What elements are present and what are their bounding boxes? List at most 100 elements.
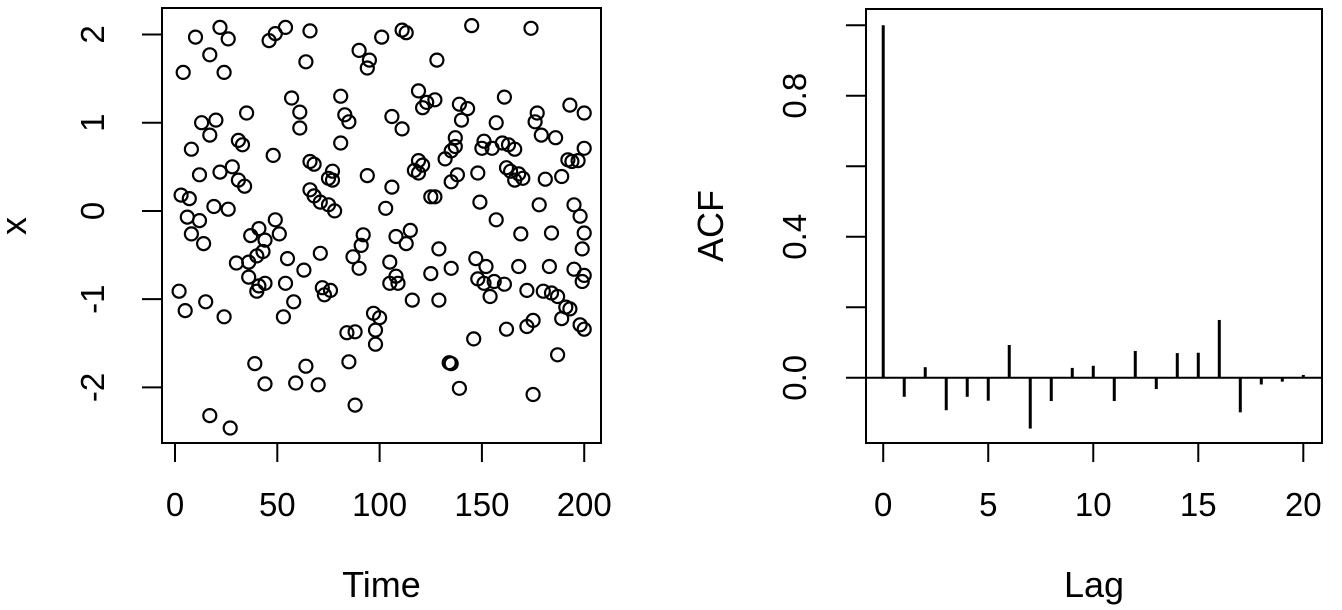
scatter-point xyxy=(523,20,539,36)
scatter-point xyxy=(398,25,414,41)
scatter-point xyxy=(251,221,267,237)
scatter-point xyxy=(574,241,590,257)
scatter-point xyxy=(367,322,384,338)
scatter-point xyxy=(257,376,273,392)
scatter-point xyxy=(324,172,341,188)
scatter-point xyxy=(453,112,470,128)
scatter-point xyxy=(496,276,512,292)
scatter-point xyxy=(347,324,363,340)
scatter-point xyxy=(179,209,195,225)
scatter-point xyxy=(347,397,363,413)
scatter-point xyxy=(202,127,218,143)
x-tick-label: 100 xyxy=(352,486,407,523)
scatter-point xyxy=(384,179,400,195)
scatter-point xyxy=(359,168,375,184)
scatter-point xyxy=(333,135,349,151)
y-tick-label: 0 xyxy=(74,202,111,220)
scatter-point xyxy=(341,114,357,130)
scatter-point xyxy=(177,303,193,319)
acf-x-axis-title: Lag xyxy=(1064,564,1124,605)
scatter-point xyxy=(476,275,492,291)
scatter-point xyxy=(351,260,367,276)
scatter-points xyxy=(171,18,592,436)
scatter-point xyxy=(443,356,459,372)
scatter-point xyxy=(183,226,199,242)
scatter-point xyxy=(175,64,191,81)
scatter-point xyxy=(443,260,459,276)
scatter-point xyxy=(191,213,208,229)
scatter-point xyxy=(543,225,560,241)
scatter-point xyxy=(267,212,283,228)
scatter-point xyxy=(576,321,592,337)
scatter-point xyxy=(296,262,312,278)
scatter-point xyxy=(554,311,570,327)
scatter-point xyxy=(576,140,592,156)
scatter-point xyxy=(427,92,443,108)
scatter-plot: 0 50 100 150 200 -2 -1 0 1 2 Time x xyxy=(0,7,612,605)
scatter-point xyxy=(212,19,228,35)
scatter-point xyxy=(286,294,302,310)
scatter-point xyxy=(237,178,253,194)
scatter-point xyxy=(507,172,523,188)
scatter-point xyxy=(410,165,427,181)
scatter-point xyxy=(292,120,308,136)
scatter-point xyxy=(239,105,255,121)
scatter-point xyxy=(554,168,570,185)
y-tick-label: -1 xyxy=(74,285,111,314)
scatter-y-axis-title: x xyxy=(0,217,34,235)
x-tick-label: 150 xyxy=(454,486,509,523)
scatter-point xyxy=(196,236,212,252)
scatter-point xyxy=(410,83,427,99)
scatter-point xyxy=(572,208,588,224)
scatter-point xyxy=(486,273,502,290)
scatter-point xyxy=(341,354,357,370)
scatter-point xyxy=(310,377,326,393)
scatter-point xyxy=(562,97,578,113)
scatter-point xyxy=(531,197,547,213)
scatter-point xyxy=(535,283,551,299)
scatter-point xyxy=(549,347,566,363)
scatter-point xyxy=(507,141,523,157)
scatter-point xyxy=(359,60,375,76)
scatter-point xyxy=(275,309,291,325)
scatter-point xyxy=(224,159,240,175)
scatter-point xyxy=(378,200,394,216)
scatter-point xyxy=(216,64,232,81)
scatter-point xyxy=(187,29,204,45)
scatter-point xyxy=(183,141,199,157)
scatter-point xyxy=(404,292,420,308)
scatter-point xyxy=(519,282,535,298)
scatter-point xyxy=(449,167,465,183)
scatter-point xyxy=(423,189,439,205)
scatter-point xyxy=(298,54,314,70)
acf-y-axis-title: ACF xyxy=(690,190,731,262)
scatter-point xyxy=(547,130,564,146)
scatter-point xyxy=(306,156,322,172)
scatter-point xyxy=(415,100,431,116)
acf-plot: 0 5 10 15 20 0.0 0.4 0.8 Lag ACF xyxy=(690,8,1323,605)
scatter-point xyxy=(496,89,512,105)
scatter-point xyxy=(382,254,398,270)
scatter-plot-frame xyxy=(161,7,602,444)
scatter-point xyxy=(431,292,447,308)
y-tick-label: 0.0 xyxy=(776,355,813,401)
scatter-point xyxy=(202,47,218,63)
scatter-point xyxy=(351,42,367,59)
scatter-point xyxy=(202,408,218,424)
scatter-point xyxy=(570,153,586,169)
scatter-point xyxy=(488,212,504,228)
scatter-point xyxy=(537,171,553,187)
scatter-point xyxy=(427,189,443,205)
x-tick-label: 10 xyxy=(1075,486,1112,523)
y-tick-label: -2 xyxy=(74,373,111,402)
scatter-x-axis: 0 50 100 150 200 xyxy=(166,443,612,523)
scatter-point xyxy=(198,294,214,310)
scatter-point xyxy=(529,105,545,121)
scatter-point xyxy=(216,309,232,325)
scatter-point xyxy=(339,325,355,341)
scatter-point xyxy=(208,112,224,128)
scatter-point xyxy=(243,228,259,244)
x-tick-label: 50 xyxy=(259,486,296,523)
scatter-point xyxy=(279,251,296,267)
